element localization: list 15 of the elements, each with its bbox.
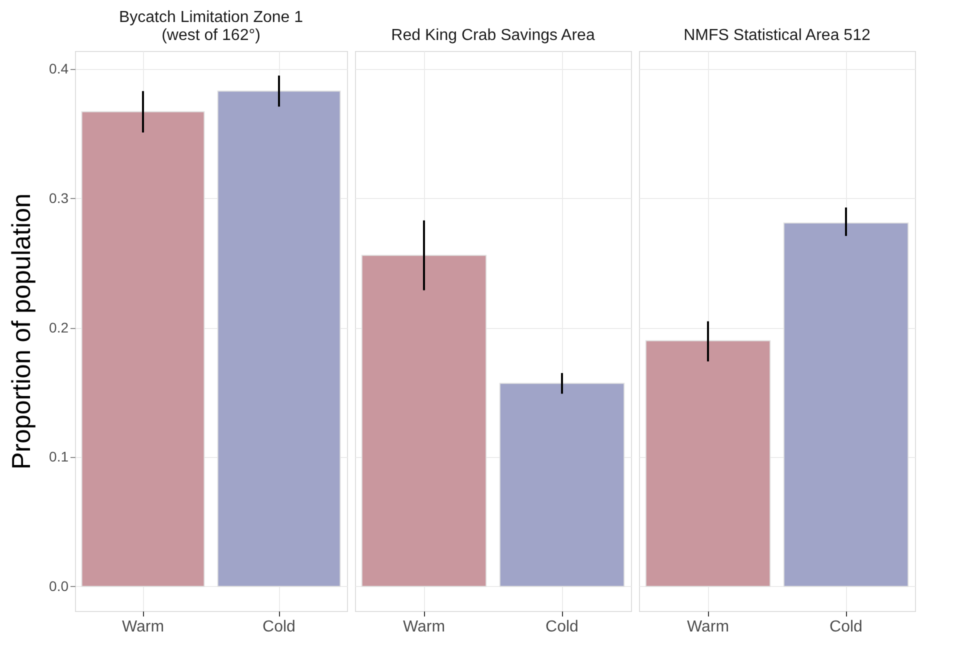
x-tick-label: Cold <box>262 618 296 636</box>
y-tick-label: 0.0 <box>49 578 69 594</box>
x-tick-label: Cold <box>546 618 578 636</box>
y-tick-label: 0.3 <box>49 190 69 206</box>
chart-title: Red King Crab Savings Area <box>391 27 595 44</box>
y-tick-label: 0.2 <box>49 319 69 336</box>
chart-title: NMFS Statistical Area 512 <box>684 27 870 44</box>
y-tick-label: 0.4 <box>49 60 69 77</box>
chart-title: Bycatch Limitation Zone 1 (west of 162°) <box>118 9 304 44</box>
x-tick-label: Warm <box>686 618 730 636</box>
y-axis-title: Proportion of population <box>6 193 36 470</box>
x-tick-label: Warm <box>402 618 446 636</box>
x-tick-label: Cold <box>830 618 862 636</box>
y-tick-label: 0.1 <box>49 448 69 465</box>
x-tick-label: Warm <box>122 618 164 636</box>
